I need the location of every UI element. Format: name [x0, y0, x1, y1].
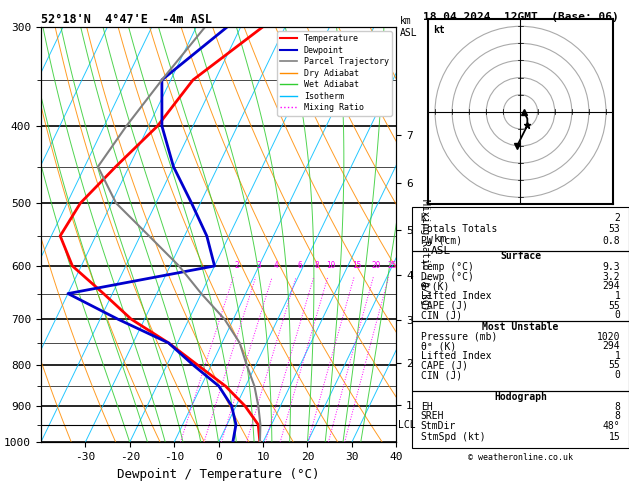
Text: Temp (°C): Temp (°C) — [421, 262, 474, 272]
Text: 8: 8 — [314, 261, 320, 270]
Text: LCL: LCL — [398, 419, 415, 430]
Text: 55: 55 — [609, 361, 620, 370]
Text: PW (cm): PW (cm) — [421, 236, 462, 246]
Text: Lifted Index: Lifted Index — [421, 291, 491, 301]
Text: EH: EH — [421, 402, 432, 412]
Text: θᵉ(K): θᵉ(K) — [421, 281, 450, 292]
Text: 55: 55 — [609, 301, 620, 311]
Text: 53: 53 — [609, 225, 620, 234]
Text: 294: 294 — [603, 281, 620, 292]
Text: 1: 1 — [615, 291, 620, 301]
Text: 0.8: 0.8 — [603, 236, 620, 246]
Text: Mixing Ratio (g/kg): Mixing Ratio (g/kg) — [420, 199, 430, 311]
Text: StmSpd (kt): StmSpd (kt) — [421, 432, 486, 442]
Text: SREH: SREH — [421, 411, 444, 421]
Bar — [412, 391, 629, 449]
Text: StmDir: StmDir — [421, 421, 456, 431]
Text: Most Unstable: Most Unstable — [482, 322, 559, 331]
Y-axis label: km
ASL: km ASL — [430, 235, 450, 256]
Text: 52°18'N  4°47'E  -4m ASL: 52°18'N 4°47'E -4m ASL — [41, 13, 212, 26]
Text: © weatheronline.co.uk: © weatheronline.co.uk — [468, 453, 573, 462]
Text: kt: kt — [433, 25, 445, 35]
Text: K: K — [421, 213, 426, 223]
Text: CAPE (J): CAPE (J) — [421, 361, 468, 370]
Text: 294: 294 — [603, 341, 620, 351]
Text: 0: 0 — [615, 370, 620, 380]
X-axis label: Dewpoint / Temperature (°C): Dewpoint / Temperature (°C) — [118, 468, 320, 481]
Text: CIN (J): CIN (J) — [421, 310, 462, 320]
Text: CAPE (J): CAPE (J) — [421, 301, 468, 311]
Text: 2: 2 — [235, 261, 239, 270]
Text: 4: 4 — [273, 261, 278, 270]
Text: 6: 6 — [297, 261, 302, 270]
Text: Lifted Index: Lifted Index — [421, 351, 491, 361]
Text: Totals Totals: Totals Totals — [421, 225, 497, 234]
Text: 15: 15 — [353, 261, 362, 270]
Text: 25: 25 — [387, 261, 396, 270]
Text: Dewp (°C): Dewp (°C) — [421, 272, 474, 282]
Text: 9.3: 9.3 — [603, 262, 620, 272]
Text: 0: 0 — [615, 310, 620, 320]
Text: Pressure (mb): Pressure (mb) — [421, 331, 497, 342]
Text: km
ASL: km ASL — [400, 16, 418, 37]
Bar — [412, 207, 629, 251]
Text: 48°: 48° — [603, 421, 620, 431]
Text: 3.2: 3.2 — [603, 272, 620, 282]
Text: Surface: Surface — [500, 251, 541, 261]
Text: 8: 8 — [615, 402, 620, 412]
Legend: Temperature, Dewpoint, Parcel Trajectory, Dry Adiabat, Wet Adiabat, Isotherm, Mi: Temperature, Dewpoint, Parcel Trajectory… — [277, 31, 392, 116]
Text: 3: 3 — [257, 261, 262, 270]
Text: 10: 10 — [326, 261, 336, 270]
Text: 1020: 1020 — [597, 331, 620, 342]
Text: θᵉ (K): θᵉ (K) — [421, 341, 456, 351]
Text: 1: 1 — [615, 351, 620, 361]
Text: 20: 20 — [372, 261, 381, 270]
Bar — [412, 251, 629, 321]
Text: 15: 15 — [609, 432, 620, 442]
Text: CIN (J): CIN (J) — [421, 370, 462, 380]
Text: 2: 2 — [615, 213, 620, 223]
Text: 18.04.2024  12GMT  (Base: 06): 18.04.2024 12GMT (Base: 06) — [423, 12, 619, 22]
Bar — [412, 321, 629, 391]
Text: 8: 8 — [615, 411, 620, 421]
Text: Hodograph: Hodograph — [494, 392, 547, 402]
